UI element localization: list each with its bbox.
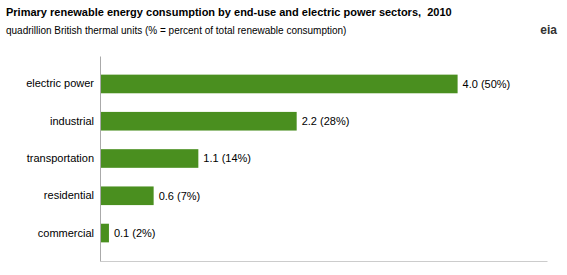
x-axis xyxy=(101,261,548,262)
data-label: 1.1 (14%) xyxy=(203,152,251,164)
bars xyxy=(100,75,458,243)
annotation: eia xyxy=(540,23,557,37)
plot: commercial residential transportation indus… xyxy=(26,57,547,262)
y-tick-label: residential xyxy=(44,189,94,201)
y-tick-label: commercial xyxy=(38,227,94,239)
bar xyxy=(100,224,109,243)
data-label: 4.0 (50%) xyxy=(463,78,511,90)
y-axis: commercial residential transportation indus… xyxy=(26,57,100,262)
bar xyxy=(100,75,458,94)
bar xyxy=(100,186,154,205)
data-labels: 0.1 (2%) 0.6 (7%) 1.1 (14%) 2.2 (28%) 4.0 (5… xyxy=(114,78,510,239)
data-label: 2.2 (28%) xyxy=(302,115,350,127)
y-tick: residential xyxy=(44,189,94,201)
bar xyxy=(100,149,198,168)
y-tick: transportation xyxy=(27,152,94,164)
y-tick-label: transportation xyxy=(27,152,94,164)
y-tick: commercial xyxy=(38,227,94,239)
y-axis-line xyxy=(100,57,101,262)
chart: Primary renewable energy consumption by … xyxy=(0,0,567,275)
y-tick: industrial xyxy=(50,115,94,127)
data-label: 0.1 (2%) xyxy=(114,227,156,239)
data-label: 0.6 (7%) xyxy=(159,190,201,202)
y-tick: electric power xyxy=(26,77,94,89)
y-tick-label: industrial xyxy=(50,115,94,127)
x-axis-line xyxy=(101,261,548,262)
bar xyxy=(100,112,297,131)
y-tick-label: electric power xyxy=(26,77,94,89)
title: Primary renewable energy consumption by … xyxy=(6,6,452,18)
subtitle: quadrillion British thermal units (% = p… xyxy=(6,25,346,36)
